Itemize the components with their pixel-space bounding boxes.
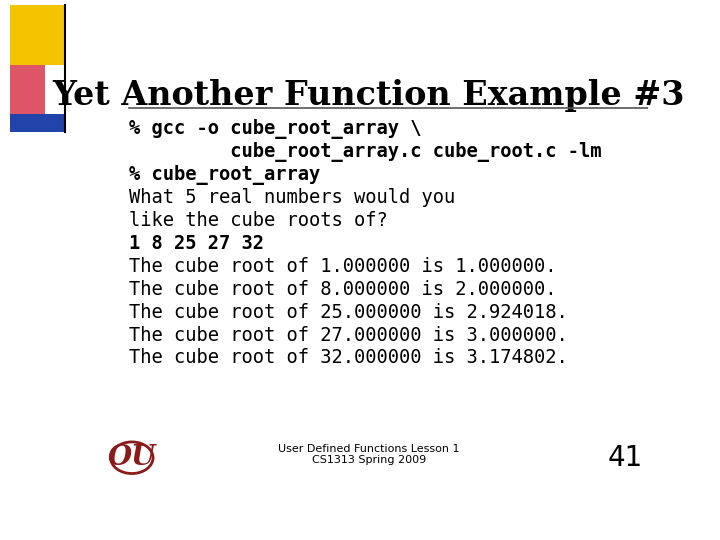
Text: User Defined Functions Lesson 1
CS1313 Spring 2009: User Defined Functions Lesson 1 CS1313 S… (278, 443, 460, 465)
Text: Yet Another Function Example #3: Yet Another Function Example #3 (53, 79, 685, 112)
Text: The cube root of 25.000000 is 2.924018.: The cube root of 25.000000 is 2.924018. (129, 303, 568, 322)
Text: cube_root_array.c cube_root.c -lm: cube_root_array.c cube_root.c -lm (129, 142, 601, 162)
Text: like the cube roots of?: like the cube roots of? (129, 211, 388, 230)
Text: The cube root of 8.000000 is 2.000000.: The cube root of 8.000000 is 2.000000. (129, 280, 557, 299)
Text: The cube root of 27.000000 is 3.000000.: The cube root of 27.000000 is 3.000000. (129, 326, 568, 345)
Text: OU: OU (108, 444, 156, 471)
Text: 1 8 25 27 32: 1 8 25 27 32 (129, 234, 264, 253)
Text: The cube root of 32.000000 is 3.174802.: The cube root of 32.000000 is 3.174802. (129, 348, 568, 367)
Text: 41: 41 (608, 444, 643, 472)
Text: The cube root of 1.000000 is 1.000000.: The cube root of 1.000000 is 1.000000. (129, 257, 557, 276)
Text: % gcc -o cube_root_array \: % gcc -o cube_root_array \ (129, 119, 422, 139)
Text: % cube_root_array: % cube_root_array (129, 165, 320, 185)
Text: What 5 real numbers would you: What 5 real numbers would you (129, 188, 455, 207)
